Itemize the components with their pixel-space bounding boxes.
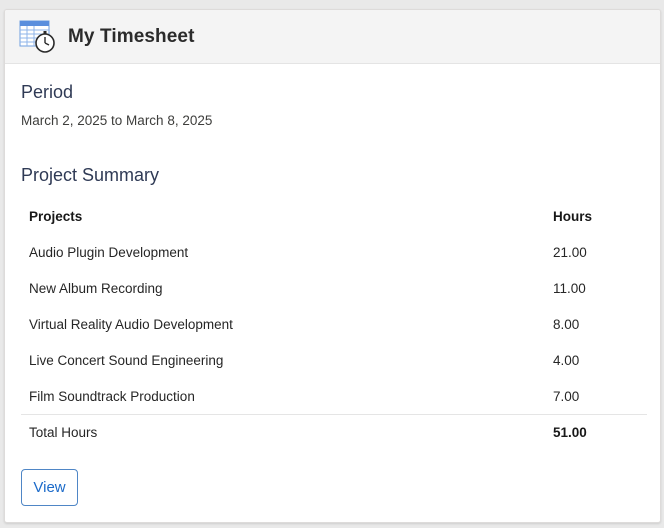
table-row: Virtual Reality Audio Development 8.00	[21, 306, 647, 342]
table-row: Audio Plugin Development 21.00	[21, 234, 647, 270]
total-hours-value: 51.00	[545, 414, 647, 450]
project-name: Virtual Reality Audio Development	[29, 316, 233, 332]
project-hours: 8.00	[553, 316, 580, 332]
column-header-projects: Projects	[29, 208, 83, 224]
project-hours: 4.00	[553, 352, 580, 368]
timesheet-stopwatch-icon	[19, 20, 55, 53]
project-hours: 21.00	[553, 244, 587, 260]
table-header-row: Projects Hours	[21, 198, 647, 234]
total-hours-label: Total Hours	[21, 414, 545, 450]
project-hours: 7.00	[553, 388, 580, 404]
period-title: Period	[21, 82, 74, 102]
card-header: My Timesheet	[5, 10, 660, 64]
project-name: New Album Recording	[29, 280, 163, 296]
table-row: Live Concert Sound Engineering 4.00	[21, 342, 647, 378]
table-row: Film Soundtrack Production 7.00	[21, 378, 647, 415]
project-summary-table: Projects Hours Audio Plugin Development …	[21, 198, 647, 450]
card-body: Period March 2, 2025 to March 8, 2025 Pr…	[5, 64, 660, 506]
project-name: Film Soundtrack Production	[29, 388, 195, 404]
total-hours-row: Total Hours 51.00	[21, 414, 647, 450]
period-range: March 2, 2025 to March 8, 2025	[21, 113, 213, 128]
view-button[interactable]: View	[21, 469, 78, 506]
project-name: Audio Plugin Development	[29, 244, 189, 260]
table-row: New Album Recording 11.00	[21, 270, 647, 306]
column-header-hours: Hours	[553, 208, 593, 224]
project-hours: 11.00	[553, 280, 586, 296]
timesheet-card: My Timesheet Period March 2, 2025 to Mar…	[4, 9, 661, 523]
project-name: Live Concert Sound Engineering	[29, 352, 224, 368]
project-summary-title: Project Summary	[21, 165, 160, 185]
card-title: My Timesheet	[68, 25, 195, 47]
